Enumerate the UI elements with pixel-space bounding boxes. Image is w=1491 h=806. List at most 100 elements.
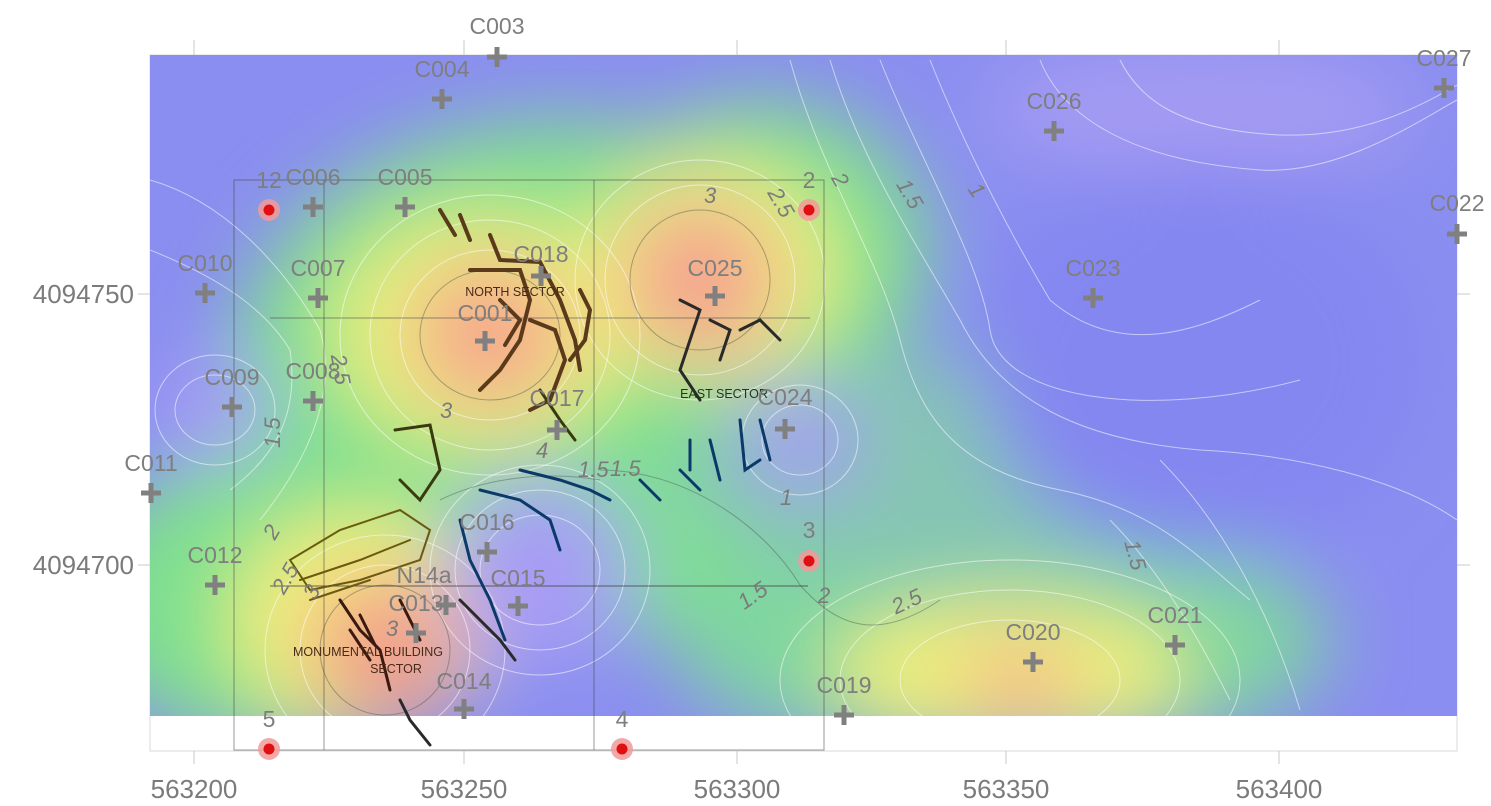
station-c020: C020 <box>1006 619 1061 672</box>
x-tick-label: 563250 <box>421 774 508 804</box>
station-label: C011 <box>124 450 177 476</box>
marker-label: 12 <box>256 167 282 193</box>
marker-m12: 12 <box>256 167 282 221</box>
station-c001: C001 <box>458 300 513 351</box>
station-cross-icon <box>1441 78 1447 98</box>
station-cross-icon <box>461 699 467 719</box>
station-cross-icon <box>1051 121 1057 141</box>
station-c012: C012 <box>188 542 243 595</box>
x-tick-label: 563350 <box>963 774 1050 804</box>
monumental-sector-label: MONUMENTAL BUILDING <box>293 645 443 659</box>
station-cross-icon <box>841 705 847 725</box>
contour-label: 1.5 <box>610 456 641 481</box>
station-n14a: N14a <box>397 562 456 615</box>
station-c005: C005 <box>378 164 432 217</box>
station-cross-icon <box>1090 288 1096 308</box>
marker-label: 4 <box>616 706 629 732</box>
axis-grid-ticks <box>138 40 1470 764</box>
station-label: C023 <box>1066 255 1121 281</box>
station-c006: C006 <box>286 164 341 217</box>
station-c027: C027 <box>1417 45 1472 98</box>
x-axis: 563200 563250 563300 563350 563400 <box>151 774 1323 804</box>
contour-label: 2.5 <box>326 351 356 387</box>
marker-dot-icon <box>263 204 275 216</box>
station-label: C025 <box>688 255 743 281</box>
station-cross-icon <box>202 283 208 303</box>
station-cross-icon <box>315 288 321 308</box>
contour-label: 2 <box>817 583 830 608</box>
station-label: C010 <box>178 250 233 276</box>
station-label: C027 <box>1417 45 1472 71</box>
station-c014: C014 <box>437 668 492 719</box>
y-axis: 4094750 4094700 <box>33 279 134 580</box>
station-c021: C021 <box>1148 602 1203 655</box>
marker-dot-icon <box>263 743 275 755</box>
station-cross-icon <box>229 397 235 417</box>
sector-labels: NORTH SECTOR EAST SECTOR MONUMENTAL BUIL… <box>293 285 768 676</box>
marker-dot-icon <box>803 555 815 567</box>
station-cross-icon <box>482 331 488 351</box>
x-tick-label: 563300 <box>694 774 781 804</box>
station-cross-icon <box>494 47 500 67</box>
station-label: C022 <box>1430 190 1485 216</box>
station-cross-icon <box>782 419 788 439</box>
station-c025: C025 <box>688 255 743 306</box>
station-cross-icon <box>212 575 218 595</box>
contour-label: 4 <box>536 438 548 463</box>
station-label: C026 <box>1027 88 1082 114</box>
marker-dot-icon <box>616 743 628 755</box>
station-c004: C004 <box>415 56 470 109</box>
station-c008: C008 <box>286 358 341 411</box>
station-c024: C024 <box>758 384 813 439</box>
station-cross-icon <box>1030 652 1036 672</box>
station-label: C013 <box>389 590 444 616</box>
station-cross-icon <box>310 197 316 217</box>
station-label: C016 <box>460 509 515 535</box>
station-cross-icon <box>554 420 560 440</box>
station-cross-icon <box>413 623 419 643</box>
station-label: C021 <box>1148 602 1203 628</box>
monumental-sector-label-2: SECTOR <box>370 662 422 676</box>
marker-label: 3 <box>803 517 816 543</box>
contour-lines-dark <box>319 209 941 716</box>
heatmap-field <box>150 55 1457 716</box>
station-label: C001 <box>458 300 513 326</box>
station-label: C012 <box>188 542 243 568</box>
station-c018: C018 <box>514 241 568 286</box>
contour-label: 3 <box>440 398 453 423</box>
marker-label: 2 <box>803 167 816 193</box>
station-label: C003 <box>470 13 525 39</box>
station-cross-icon <box>402 197 408 217</box>
station-c023: C023 <box>1066 255 1121 308</box>
marker-m2: 2 <box>798 167 820 221</box>
station-c015: C015 <box>491 565 545 616</box>
station-label: C020 <box>1006 619 1061 645</box>
contour-label: 3 <box>704 183 717 208</box>
y-tick-label: 4094750 <box>33 279 134 309</box>
north-sector-label: NORTH SECTOR <box>465 285 565 299</box>
station-label: C004 <box>415 56 470 82</box>
station-label: C006 <box>286 164 341 190</box>
station-label: C014 <box>437 668 492 694</box>
contour-label: 1 <box>780 485 792 510</box>
marker-dot-icon <box>803 204 815 216</box>
contour-label: 3 <box>386 616 399 641</box>
station-label: C024 <box>758 384 813 410</box>
station-c026: C026 <box>1027 88 1082 141</box>
station-label: C008 <box>286 358 341 384</box>
station-c019: C019 <box>817 672 871 725</box>
marker-m4: 4 <box>611 706 633 760</box>
contour-label: 1.5 <box>260 417 285 448</box>
marker-m5: 5 <box>258 706 280 760</box>
station-cross-icon <box>538 266 544 286</box>
station-label: C017 <box>530 385 585 411</box>
station-c011: C011 <box>124 450 178 503</box>
station-c013: C013 <box>389 590 444 643</box>
station-c007: C007 <box>291 255 345 308</box>
station-cross-icon <box>443 595 449 615</box>
contour-label: 1.5 <box>578 457 609 482</box>
marker-label: 5 <box>263 706 276 732</box>
station-cross-icon <box>1454 224 1460 244</box>
marker-m3: 3 <box>798 517 820 572</box>
